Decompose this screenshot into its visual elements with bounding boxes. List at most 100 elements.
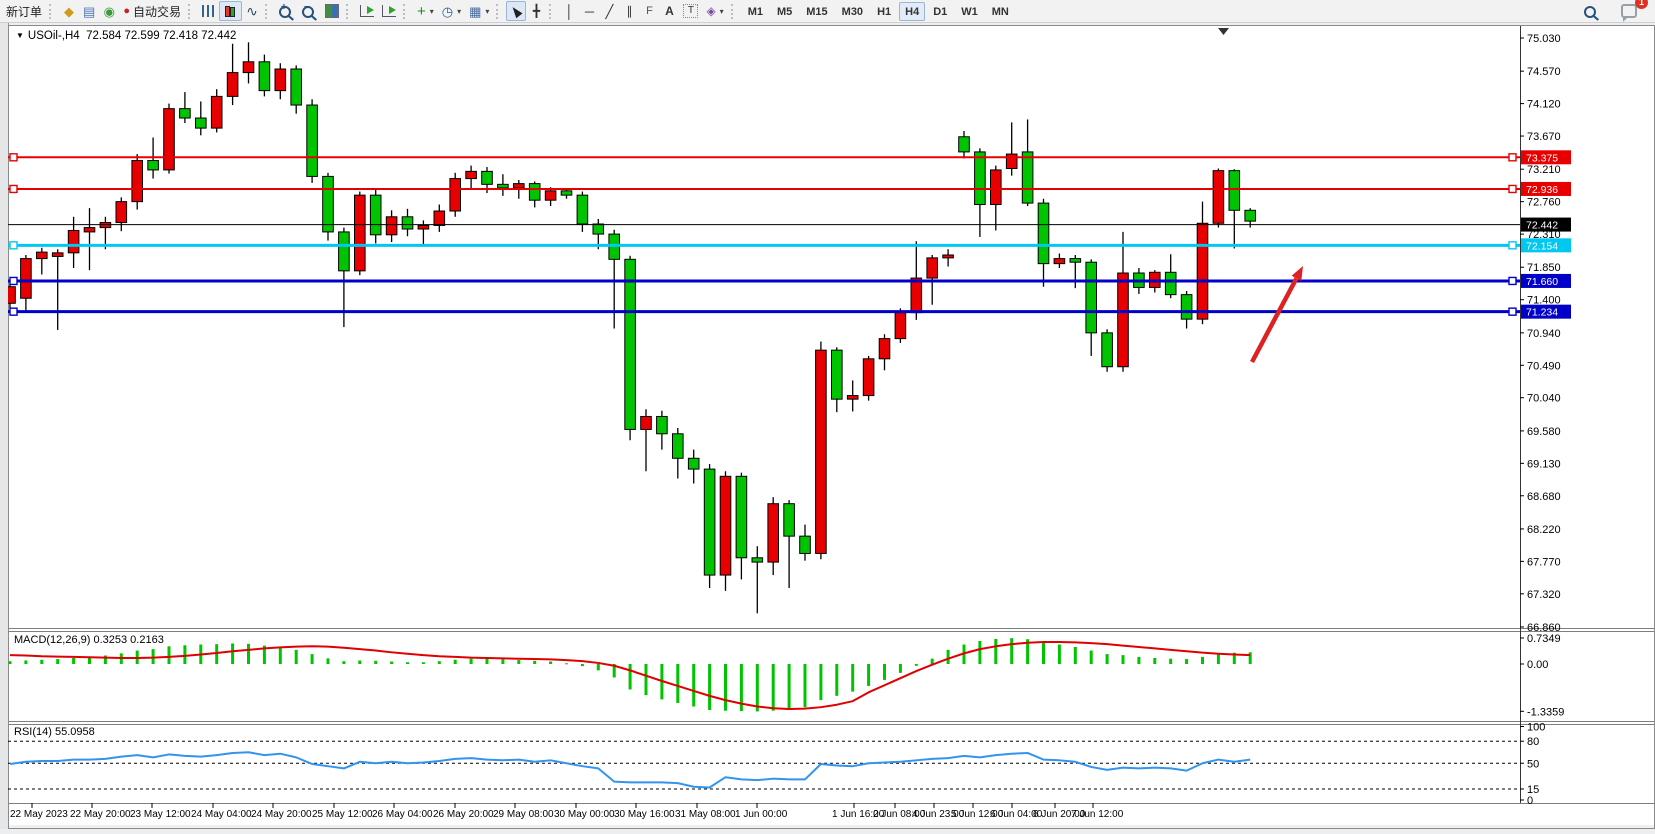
search-button[interactable] <box>1580 1 1603 21</box>
svg-text:23 May 12:00: 23 May 12:00 <box>130 809 191 820</box>
line-handle[interactable] <box>9 307 18 316</box>
clock-icon: ◷ <box>441 3 454 19</box>
timeframe-w1-button[interactable]: W1 <box>955 2 984 21</box>
svg-text:71.660: 71.660 <box>1526 276 1558 288</box>
candle <box>131 154 144 210</box>
main-toolbar: 新订单 ◆ ▤ ◉ ● 自动交易 ∿ + − + ▾ ◷ ▾ ▦ ▾ ╋ │ ─ ╱ ∥ F A T ◈ ▾ M1 M5 M15 M30… <box>0 0 1655 23</box>
svg-text:75.030: 75.030 <box>1527 33 1561 45</box>
chart-shift-marker[interactable] <box>1218 28 1229 35</box>
line-handle[interactable] <box>9 276 18 286</box>
svg-text:68.220: 68.220 <box>1527 524 1561 536</box>
line-handle[interactable] <box>9 153 18 162</box>
candle <box>1196 201 1209 325</box>
timeframe-d1-button[interactable]: D1 <box>927 2 953 21</box>
macd-label: MACD(12,26,9) 0.3253 0.2163 <box>14 634 164 646</box>
svg-text:74.570: 74.570 <box>1527 66 1561 78</box>
line-handle[interactable] <box>1508 241 1517 250</box>
horizontal-line-73.375[interactable]: 73.375 <box>8 150 1571 165</box>
line-handle[interactable] <box>1508 153 1517 162</box>
bid-price-line-72.442[interactable]: 72.442 <box>8 217 1571 232</box>
candle <box>258 54 271 97</box>
timeframe-m5-button[interactable]: M5 <box>771 2 798 21</box>
chart-shift-button[interactable] <box>378 1 400 21</box>
timeframe-h1-button[interactable]: H1 <box>871 2 897 21</box>
horizontal-line-71.660[interactable]: 71.660 <box>8 273 1571 288</box>
chart-window[interactable]: 73.375 72.936 72.442 72.154 71.660 71.234 75.0… <box>4 25 1655 829</box>
candle <box>560 188 573 199</box>
notifications-button[interactable]: 1 <box>1617 0 1648 22</box>
dropdown-arrow-icon: ▾ <box>429 6 434 16</box>
text-icon: A <box>665 3 674 18</box>
text-button[interactable]: A <box>659 1 679 21</box>
line-handle[interactable] <box>9 241 18 250</box>
bar-chart-icon <box>201 5 215 17</box>
svg-text:71.850: 71.850 <box>1527 262 1561 274</box>
timeframe-m1-button[interactable]: M1 <box>742 2 769 21</box>
auto-scroll-button[interactable] <box>356 1 378 21</box>
fibonacci-button[interactable]: F <box>639 1 659 21</box>
auto-trading-button[interactable]: ● 自动交易 <box>119 1 185 21</box>
svg-text:0.00: 0.00 <box>1527 659 1548 671</box>
svg-text:7 Jun 12:00: 7 Jun 12:00 <box>1071 809 1124 820</box>
candle <box>1005 122 1018 176</box>
macd-signal-line <box>9 641 1251 710</box>
periods-button[interactable]: ◷ ▾ <box>438 1 465 21</box>
candle <box>942 249 954 267</box>
line-handle[interactable] <box>1508 184 1517 194</box>
cursor-button[interactable] <box>506 1 527 21</box>
horizontal-line-71.234[interactable]: 71.234 <box>8 304 1571 319</box>
candle <box>1180 291 1193 329</box>
candle <box>990 165 1002 231</box>
timeframe-m15-button[interactable]: M15 <box>800 2 833 21</box>
trendline-button[interactable]: ╱ <box>599 1 619 21</box>
timeframe-m30-button[interactable]: M30 <box>836 2 869 21</box>
svg-text:30 May 16:00: 30 May 16:00 <box>614 809 675 820</box>
signals-button[interactable]: ◉ <box>99 1 119 21</box>
channel-icon: ∥ <box>626 3 633 18</box>
trend-arrow-annotation[interactable] <box>1250 266 1303 364</box>
rsi-line <box>9 751 1251 789</box>
tile-windows-button[interactable] <box>321 1 343 21</box>
svg-text:72.310: 72.310 <box>1527 229 1561 241</box>
candle <box>1037 198 1050 287</box>
indicators-button[interactable]: + ▾ <box>413 1 438 21</box>
shapes-button[interactable]: ◈ ▾ <box>702 1 727 21</box>
new-order-button[interactable]: 新订单 <box>2 1 46 21</box>
new-order-button-label: 新订单 <box>6 4 43 19</box>
profiles-button[interactable]: ◆ <box>59 1 79 21</box>
timeframe-mn-button[interactable]: MN <box>986 2 1015 21</box>
channel-button[interactable]: ∥ <box>619 1 639 21</box>
vertical-line-button[interactable]: │ <box>559 1 579 21</box>
line-handle[interactable] <box>9 184 18 194</box>
toolbar-group-grip <box>187 3 194 19</box>
label-button[interactable]: T <box>679 1 702 21</box>
candle <box>1164 254 1177 299</box>
chart-canvas[interactable]: 73.375 72.936 72.442 72.154 71.660 71.234 75.0… <box>4 25 1655 829</box>
chevron-down-icon[interactable]: ▼ <box>16 31 24 40</box>
horizontal-line-72.154[interactable]: 72.154 <box>8 238 1571 253</box>
candle <box>99 216 112 250</box>
candlestick-chart-button[interactable] <box>218 1 242 21</box>
shapes-icon: ◈ <box>706 3 716 18</box>
candle <box>163 103 175 174</box>
crosshair-button[interactable]: ╋ <box>526 1 546 21</box>
signal-icon: ◉ <box>103 3 115 19</box>
horizontal-line-button[interactable]: ─ <box>579 1 599 21</box>
svg-text:26 May 20:00: 26 May 20:00 <box>433 809 494 820</box>
time-axis: 22 May 2023 22 May 20:00 23 May 12:00 24 Ma… <box>10 803 1124 820</box>
macd-indicator <box>8 638 1252 712</box>
auto-scroll-icon <box>359 5 374 17</box>
zoom-out-button[interactable]: − <box>298 1 321 21</box>
line-handle[interactable] <box>1508 307 1517 316</box>
templates-button[interactable]: ▦ ▾ <box>465 1 493 21</box>
horizontal-line-72.936[interactable]: 72.936 <box>8 181 1571 196</box>
bar-chart-button[interactable] <box>198 1 219 21</box>
candle <box>719 471 732 591</box>
charts-window-button[interactable]: ▤ <box>79 1 99 21</box>
timeframe-h4-button[interactable]: H4 <box>899 1 926 21</box>
zoom-in-button[interactable]: + <box>275 1 298 21</box>
candle <box>274 63 287 100</box>
line-chart-button[interactable]: ∿ <box>242 1 262 21</box>
svg-text:1 Jun 16:00: 1 Jun 16:00 <box>832 809 885 820</box>
line-handle[interactable] <box>1508 276 1517 286</box>
